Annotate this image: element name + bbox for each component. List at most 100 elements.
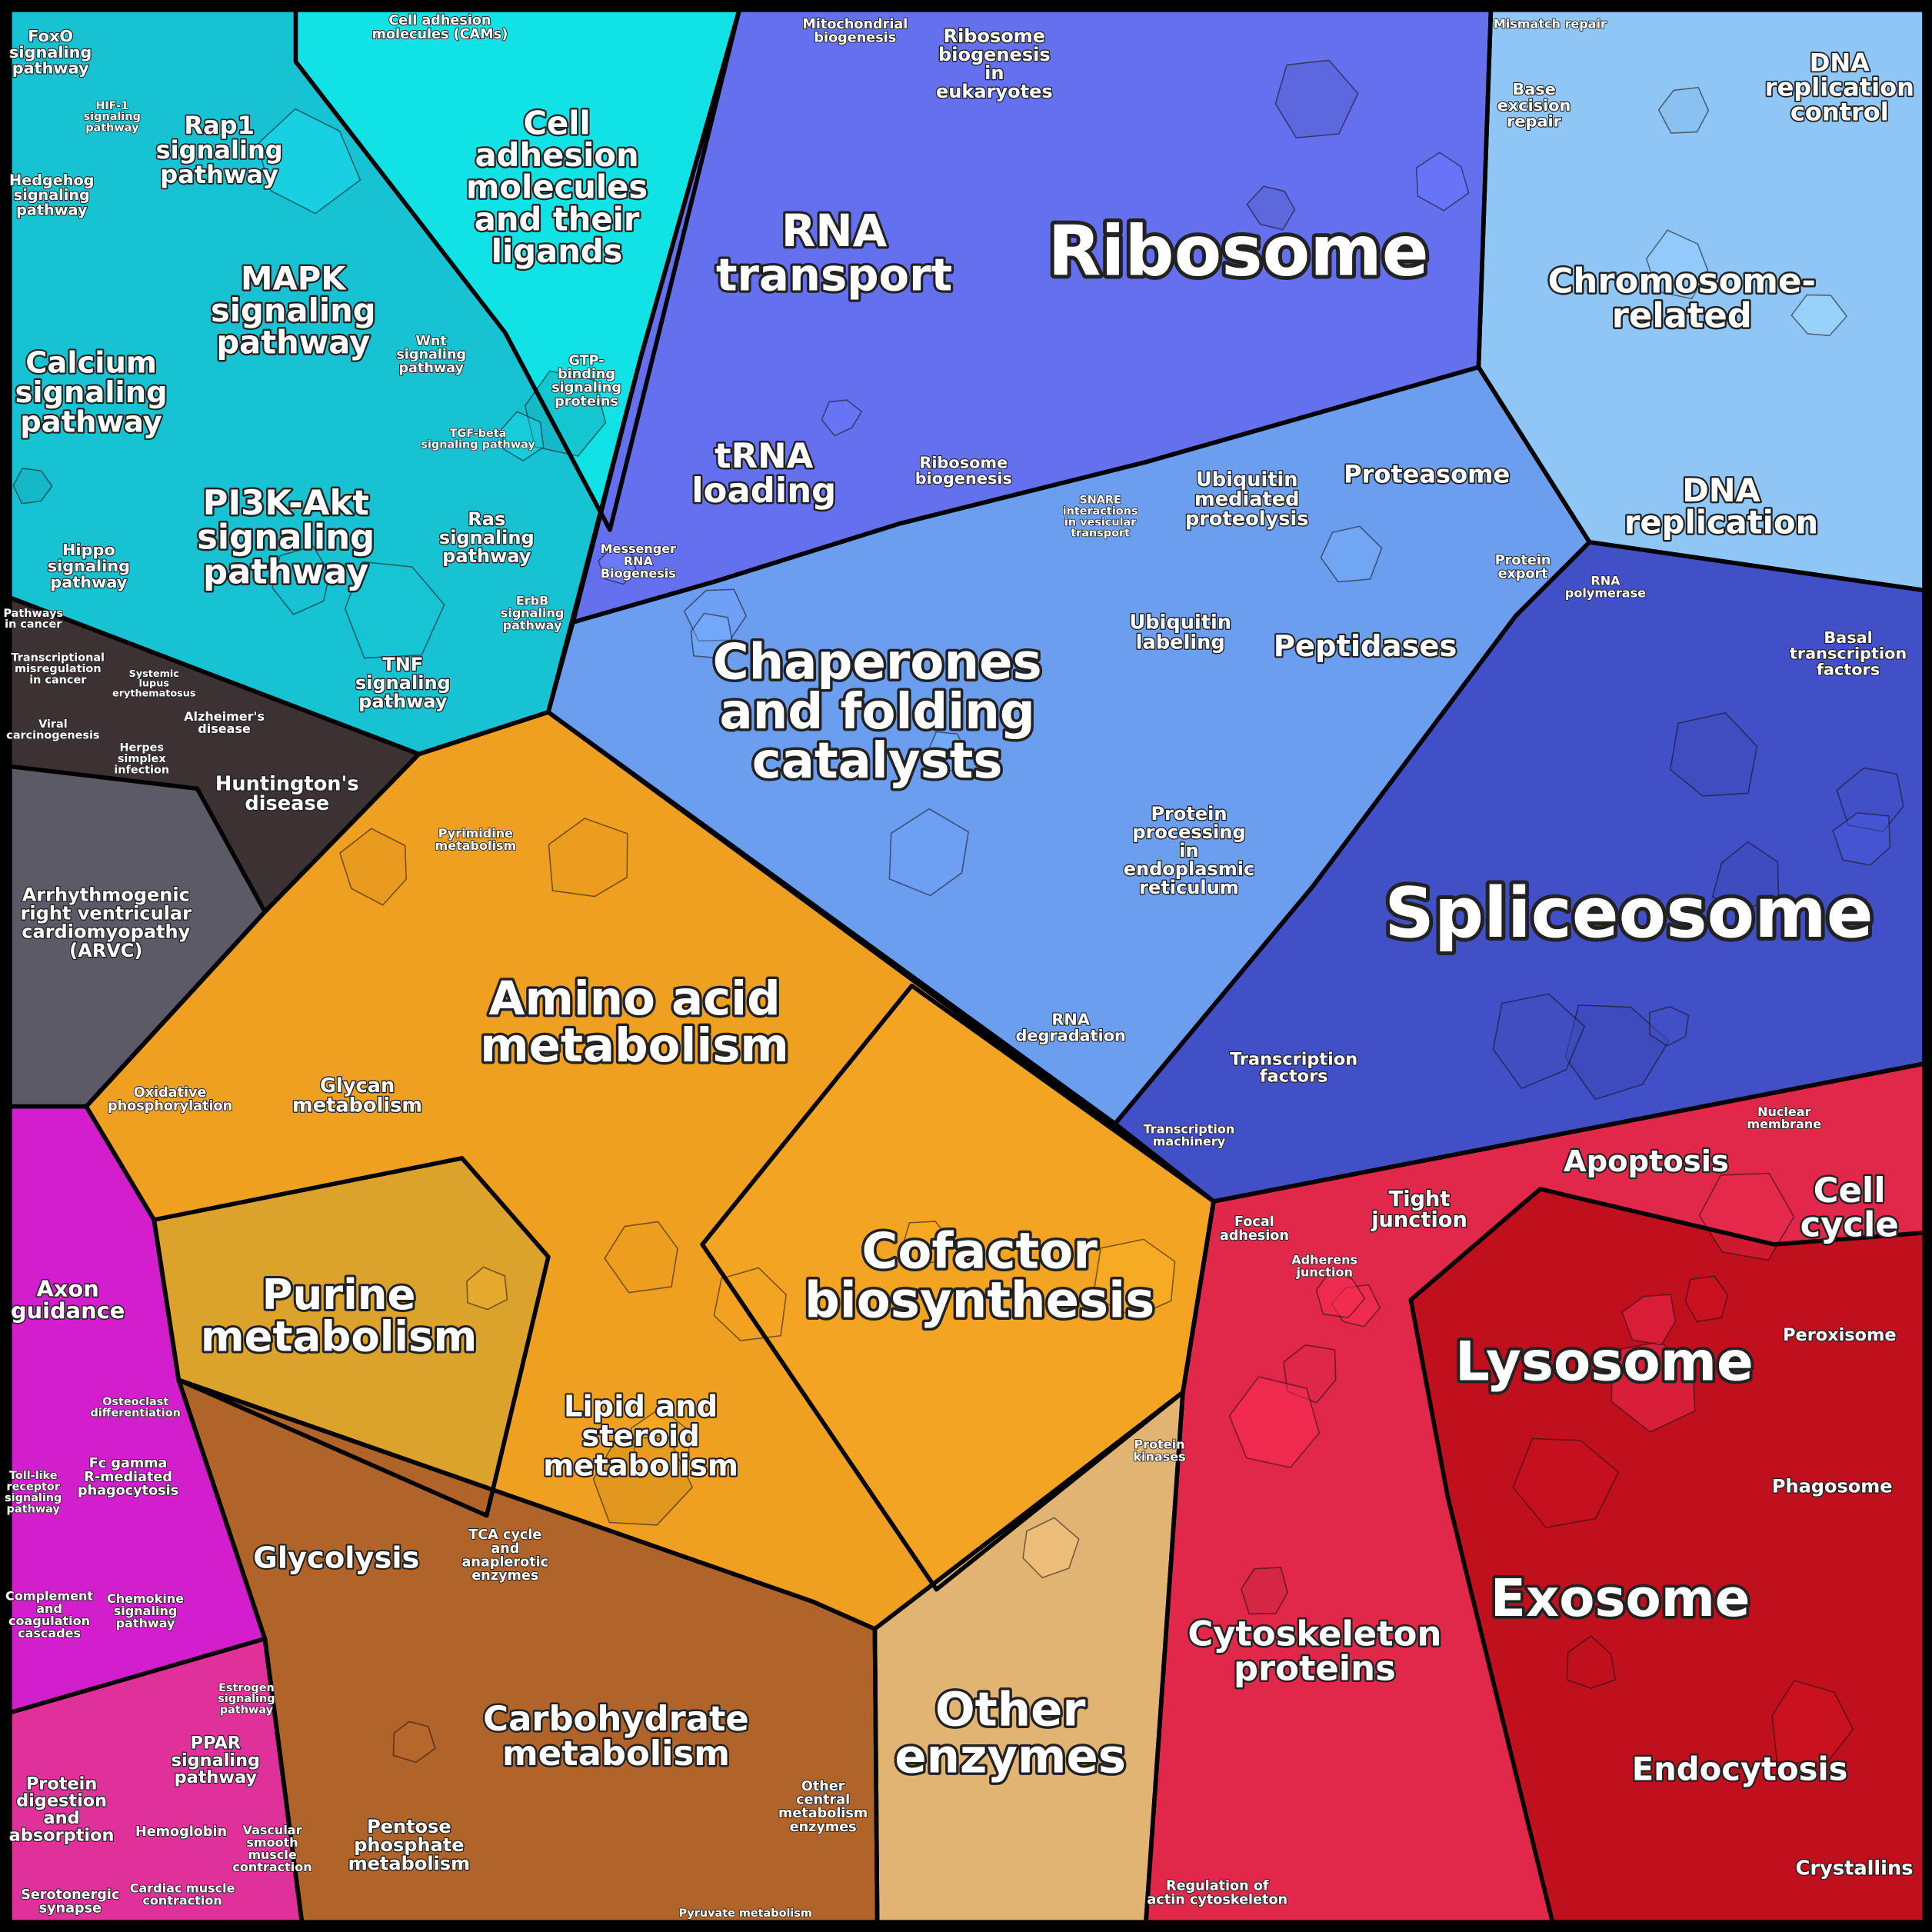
region-label: Ubiquitin	[1129, 611, 1231, 635]
region-label: SNARE	[1079, 494, 1121, 506]
region-label: Arrhythmogenic	[22, 884, 190, 906]
region-label: TCA cycle	[468, 1527, 541, 1543]
region-label: PI3K-Akt	[203, 482, 369, 523]
region-label: in	[1179, 840, 1198, 861]
cell	[339, 828, 408, 906]
region-label: R-mediated	[84, 1470, 172, 1485]
region-label: signaling	[551, 381, 621, 396]
region-label: replication	[1624, 503, 1818, 541]
region-label: TNF	[382, 654, 423, 675]
cell	[1492, 993, 1586, 1090]
region-label: proteins	[1234, 1647, 1396, 1688]
region-label: Peptidases	[1274, 629, 1457, 664]
region-label: Hedgehog	[9, 172, 94, 189]
region-label: control	[1790, 97, 1889, 126]
region-label: metabolism	[480, 1018, 789, 1073]
region-label: interactions	[1063, 505, 1138, 518]
region-label: Protein	[1495, 553, 1551, 568]
region-label: enzymes	[894, 1729, 1126, 1784]
region-label: metabolism	[778, 1806, 868, 1821]
region-label: disease	[245, 792, 329, 815]
region-label: RNA	[1591, 574, 1621, 588]
region-label: disease	[198, 721, 251, 736]
region-label: RNA	[781, 205, 888, 257]
cell	[1684, 1275, 1729, 1323]
region-label: pathway	[20, 405, 162, 440]
region-label: Cardiac muscle	[130, 1880, 235, 1895]
region-label: pathway	[398, 361, 464, 376]
region-label: Hemoglobin	[135, 1824, 227, 1840]
region-label: pathway	[216, 324, 370, 361]
region-label: steroid	[581, 1419, 699, 1454]
region-label: factors	[1817, 661, 1880, 679]
cell	[501, 411, 545, 462]
region-label: transcription	[1790, 645, 1907, 663]
region-label: GTP-	[569, 353, 605, 368]
region-label: cardiomyopathy	[22, 921, 190, 943]
region-label: pathway	[50, 573, 127, 591]
region-label: Rap1	[184, 111, 255, 140]
region-label: cascades	[18, 1626, 81, 1641]
region-label: Viral	[38, 718, 68, 731]
region-label: excision	[1497, 96, 1571, 115]
cell	[1698, 1172, 1795, 1261]
region-label: Chromosome-	[1548, 260, 1817, 301]
region-label: Hippo	[62, 541, 115, 559]
region-label: digestion	[16, 1791, 107, 1811]
region-label: MAPK	[241, 259, 347, 297]
region-label: pathway	[12, 59, 89, 78]
region-label: signaling	[218, 1693, 275, 1705]
region-label: proteolysis	[1185, 508, 1309, 531]
region-label: enzymes	[471, 1568, 538, 1584]
region-label: Fc gamma	[89, 1456, 168, 1471]
cell	[888, 808, 970, 897]
region-label: Cofactor	[861, 1223, 1098, 1280]
region-label: signaling	[197, 517, 375, 558]
cell	[256, 108, 361, 215]
cell	[548, 818, 628, 898]
labels: RibosomeSpliceosomeRNAtransporttRNAloadi…	[3, 12, 1916, 1920]
cell	[1092, 1238, 1176, 1318]
region-label: contraction	[142, 1893, 222, 1907]
region-label: Chemokine	[107, 1591, 184, 1606]
region-label: pathway	[116, 1616, 175, 1631]
region-label: pathway	[442, 545, 531, 567]
region-label: Phagosome	[1772, 1476, 1893, 1497]
region-label: metabolism	[543, 1449, 738, 1484]
region-label: replication	[1765, 72, 1914, 102]
cell	[271, 545, 331, 615]
region-label: Basal	[1824, 628, 1872, 647]
region-label: muscle	[248, 1847, 297, 1862]
region-label: junction	[1371, 1208, 1467, 1232]
region-label: Carbohydrate	[483, 1698, 749, 1739]
region-label: DNA	[1810, 48, 1870, 77]
region-label: lupus	[139, 678, 170, 690]
cell	[1320, 525, 1383, 583]
region-label: RNA	[624, 554, 654, 568]
region-label: Lysosome	[1455, 1331, 1754, 1394]
region-label: factors	[1260, 1067, 1328, 1087]
region-label: Amino acid	[488, 971, 780, 1026]
region-label: Chaperones	[713, 635, 1042, 691]
region-label: cycle	[1800, 1204, 1899, 1245]
region-label: signaling	[15, 375, 167, 410]
region-label: kinases	[1133, 1450, 1185, 1464]
region-label: Ubiquitin	[1196, 468, 1298, 491]
region-label: related	[1612, 295, 1752, 335]
region-label: Nuclear	[1757, 1104, 1810, 1119]
region-label: reticulum	[1139, 877, 1239, 898]
region-label: central	[796, 1793, 850, 1808]
region-label: Focal	[1234, 1214, 1274, 1230]
region-label: signaling	[501, 605, 565, 620]
region-label: Peroxisome	[1783, 1325, 1896, 1345]
cell	[466, 1266, 508, 1311]
region-label: simplex	[118, 753, 167, 765]
cell	[1621, 1294, 1677, 1346]
region-label: right ventricular	[21, 903, 192, 924]
region-label: contraction	[232, 1860, 311, 1874]
region-label: Cell	[523, 104, 590, 142]
region-label: Purine	[262, 1270, 416, 1319]
region-label: in	[984, 62, 1004, 84]
region-label: Huntington's	[215, 773, 359, 796]
region-label: signaling	[355, 672, 451, 694]
